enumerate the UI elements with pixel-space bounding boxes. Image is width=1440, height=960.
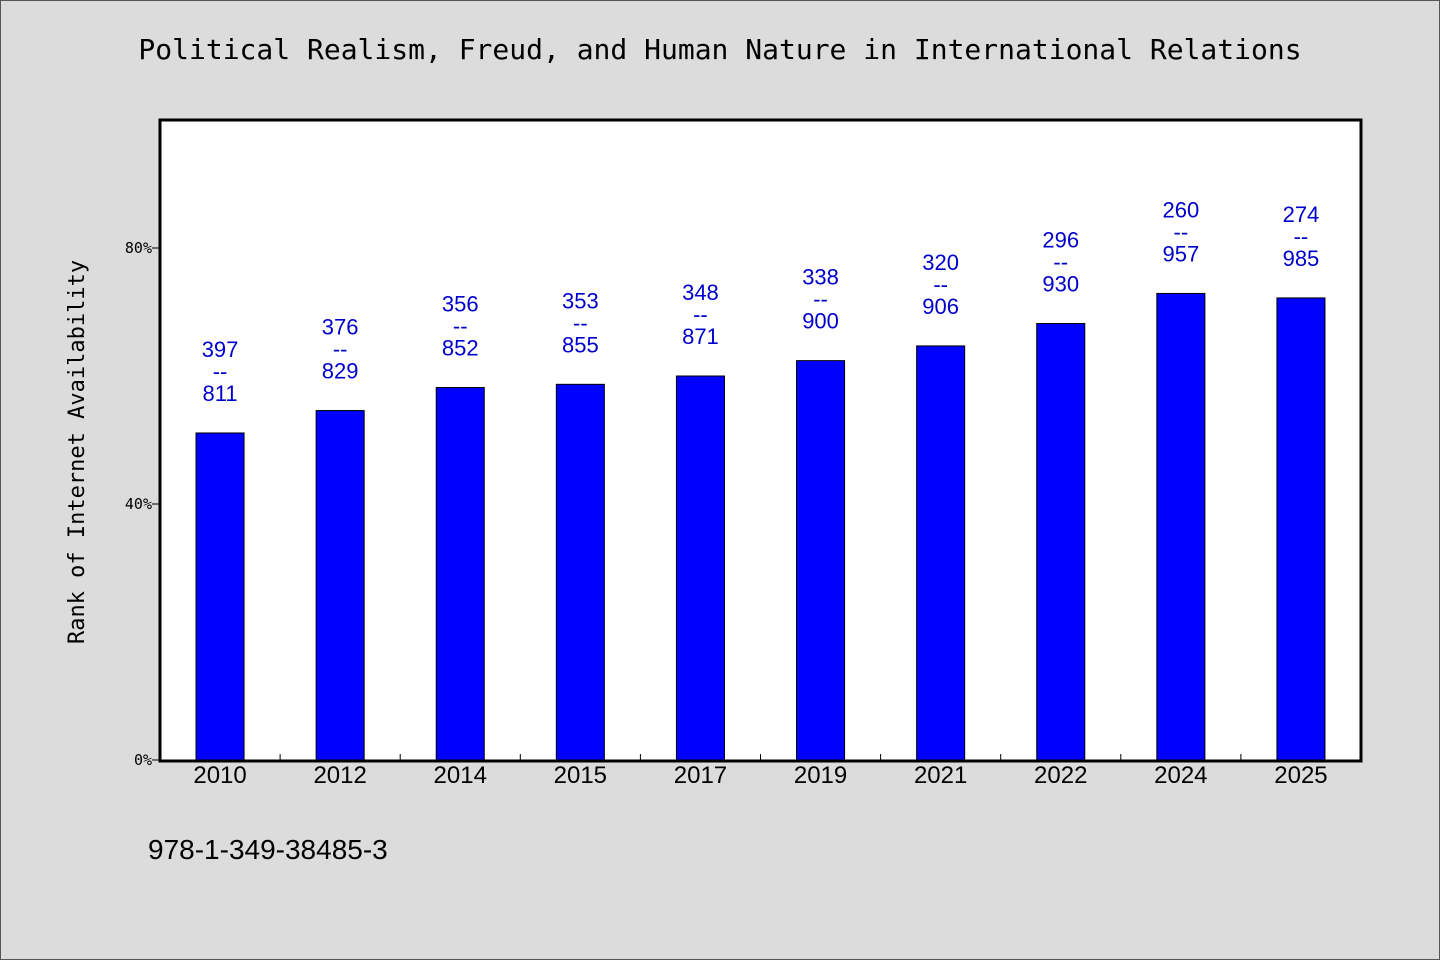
- bar-2019: [796, 360, 846, 761]
- data-label-2024-separator: --: [1174, 219, 1189, 244]
- data-label-2017-bottom: 871: [682, 324, 719, 349]
- x-tick-label-2017: 2017: [674, 762, 727, 789]
- data-label-2017-top: 348: [682, 280, 719, 305]
- y-axis-title: Rank of Internet Availability: [65, 260, 90, 644]
- data-label-2025-top: 274: [1283, 202, 1320, 227]
- y-tick-label-80: 80%: [125, 239, 152, 257]
- data-label-2019-separator: --: [813, 287, 828, 312]
- bar-2021: [916, 345, 966, 761]
- data-label-2010-bottom: 811: [203, 381, 238, 406]
- data-label-2022-bottom: 930: [1042, 272, 1079, 297]
- x-tick-label-2010: 2010: [193, 762, 246, 789]
- x-tick-label-2019: 2019: [794, 762, 847, 789]
- data-label-2015-top: 353: [562, 288, 599, 313]
- data-label-2019-bottom: 900: [802, 309, 839, 334]
- bars-layer: [195, 292, 1326, 761]
- x-axis: 2010 2012 2014 2015 2017 2019 2021 2022 2024 2025: [193, 754, 1328, 789]
- bar-2014: [435, 387, 485, 761]
- chart-title: Political Realism, Freud, and Human Natu…: [138, 33, 1302, 66]
- data-label-2024-top: 260: [1162, 197, 1199, 222]
- x-tick-label-2024: 2024: [1154, 762, 1207, 789]
- data-label-2021-separator: --: [933, 272, 948, 297]
- x-tick-label-2025: 2025: [1274, 762, 1327, 789]
- data-label-2025-separator: --: [1294, 224, 1309, 249]
- data-label-2012-separator: --: [333, 337, 348, 362]
- y-tick-label-40: 40%: [125, 495, 152, 513]
- data-label-2014-separator: --: [453, 314, 468, 339]
- isbn-text: 978-1-349-38485-3: [148, 834, 388, 865]
- y-tick-label-0: 0%: [134, 751, 152, 769]
- data-label-2022-separator: --: [1053, 250, 1068, 275]
- x-tick-label-2014: 2014: [434, 762, 487, 789]
- data-label-2012-top: 376: [322, 315, 359, 340]
- data-label-2015-separator: --: [573, 310, 588, 335]
- bar-2022: [1036, 323, 1086, 761]
- data-label-2019-top: 338: [802, 265, 839, 290]
- data-labels-layer: 397--811376--829356--852353--855348--871…: [202, 197, 1320, 406]
- bar-2024: [1156, 292, 1206, 761]
- data-label-2010-top: 397: [202, 337, 239, 362]
- data-label-2021-bottom: 906: [922, 294, 959, 319]
- data-label-2010-separator: --: [213, 359, 228, 384]
- data-label-2024-bottom: 957: [1162, 241, 1199, 266]
- data-label-2015-bottom: 855: [562, 332, 599, 357]
- x-tick-label-2021: 2021: [914, 762, 967, 789]
- x-tick-label-2015: 2015: [554, 762, 607, 789]
- data-label-2022-top: 296: [1042, 228, 1079, 253]
- x-tick-label-2012: 2012: [313, 762, 366, 789]
- data-label-2025-bottom: 985: [1283, 246, 1320, 271]
- data-label-2012-bottom: 829: [322, 359, 359, 384]
- bar-2017: [675, 375, 725, 761]
- bar-2010: [195, 432, 245, 761]
- data-label-2021-top: 320: [922, 250, 959, 275]
- bar-2025: [1276, 297, 1326, 761]
- data-label-2017-separator: --: [693, 302, 708, 327]
- bar-2015: [555, 383, 605, 761]
- y-axis: 0% 40% 80%: [125, 239, 160, 769]
- bar-2012: [315, 410, 365, 761]
- x-tick-label-2022: 2022: [1034, 762, 1087, 789]
- data-label-2014-bottom: 852: [442, 336, 479, 361]
- data-label-2014-top: 356: [442, 292, 479, 317]
